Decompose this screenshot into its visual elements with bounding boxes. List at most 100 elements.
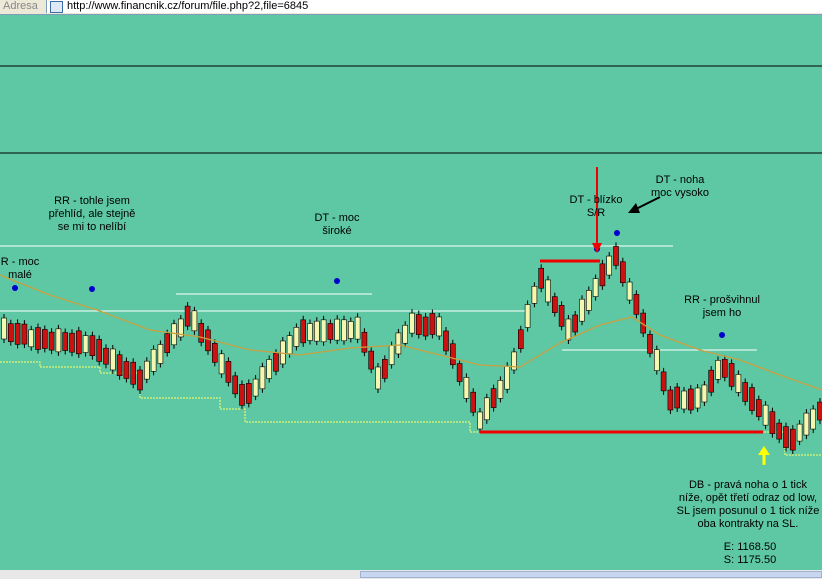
candle-body [409,312,415,334]
candle-body [368,350,375,370]
moving-average [0,274,822,391]
candle-body [137,369,143,391]
candle-body [715,360,721,380]
candle-body [633,294,640,315]
trailing-stop [0,361,822,456]
candle-body [198,323,204,343]
candle-body [626,281,633,301]
candle-body [443,330,449,352]
candle-body [463,377,470,399]
candle-body [388,345,395,365]
candle-body [470,391,477,413]
annotation: níže, opět třetí odraz od low, [679,492,817,504]
candle-body [456,363,463,382]
annotation: S: 1175.50 [724,554,776,566]
candle-body [96,339,102,362]
candle-body [171,323,177,346]
candle-body [429,313,436,335]
candle-body [41,329,48,349]
candle-body [178,318,184,338]
candle-body [402,324,409,344]
candle-body [116,354,123,377]
candle-body [728,363,735,387]
candle-body [565,318,572,341]
annotation: široké [322,225,351,237]
candle-body [449,343,456,366]
page-icon [50,1,63,13]
candle-body [599,263,606,287]
candle-body [110,348,116,371]
candle-body [803,412,810,436]
annotation: DT - noha [656,174,706,186]
candle-body [735,374,742,393]
candle-body [55,328,62,353]
candle-body [708,369,715,393]
annotation: DB - pravá noha o 1 tick [689,479,808,491]
candle-body [395,332,402,355]
candle-body [76,330,82,355]
candle-body [69,332,75,353]
candle-body [327,323,334,340]
candle-body [687,388,694,411]
address-label: Adresa [3,0,38,12]
candle-body [259,366,266,390]
candle-body [334,318,341,341]
candle-body [477,411,483,430]
candle-body [252,378,259,397]
candle-body [232,375,238,395]
candle-body [490,388,497,408]
candle-body [1,317,7,340]
candle-body [89,335,96,356]
candle-body [35,327,41,350]
candle-body [681,390,687,410]
candle-body [381,359,388,379]
annotation: DT - blízko [570,194,623,206]
candle-body [21,323,28,345]
candle-body [375,366,381,390]
candle-body [103,347,109,365]
candle-body [144,360,150,380]
candle-body [606,255,613,276]
candle-body [721,359,728,378]
candle-body [82,335,89,353]
address-bar: Adresa http://www.financnik.cz/forum/fil… [0,0,822,15]
candle-body [293,327,300,347]
annotation: E: 1168.50 [724,541,776,553]
scrollbar[interactable] [0,570,822,579]
candle-body [524,304,531,328]
candle-body [8,323,14,343]
candle-body [619,261,626,284]
candle-body [28,329,35,348]
candle-body [347,321,354,339]
candle-body [212,343,218,363]
candle-body [769,411,776,434]
candle-body [783,426,789,448]
candle-body [497,380,504,399]
address-input[interactable]: http://www.financnik.cz/forum/file.php?2… [46,0,822,13]
candle-body [660,371,667,392]
candle-body [762,404,769,426]
candle-body [307,323,313,341]
annotation: přehlíd, ale stejně [49,208,136,220]
candle-body [300,319,307,344]
candle-body [545,279,551,303]
candle-body [218,353,225,375]
annotation: R - moc [1,256,40,268]
candle-body [796,423,803,442]
annotation: moc vysoko [651,187,709,199]
candle-body [48,331,55,351]
candle-body [184,305,191,327]
candle-body [558,305,565,327]
candle-body [354,316,361,340]
black-arrow-head [628,203,640,213]
annotation: S/R [587,207,605,219]
candle-body [742,382,749,402]
scroll-thumb[interactable] [360,571,822,578]
candle-body [164,333,170,353]
candle-body [191,310,198,332]
candle-body [286,335,293,354]
candle-body [205,329,211,352]
candles [1,242,822,455]
candle-body [538,267,545,289]
